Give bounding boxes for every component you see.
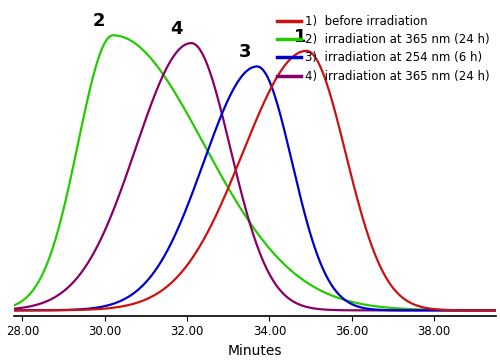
- Legend: 1)  before irradiation, 2)  irradiation at 365 nm (24 h), 3)  irradiation at 254: 1) before irradiation, 2) irradiation at…: [272, 10, 494, 88]
- Text: 4: 4: [170, 20, 183, 38]
- Text: 3: 3: [238, 43, 251, 61]
- Text: 2: 2: [92, 12, 105, 30]
- Text: 1: 1: [294, 28, 306, 46]
- X-axis label: Minutes: Minutes: [228, 344, 282, 358]
